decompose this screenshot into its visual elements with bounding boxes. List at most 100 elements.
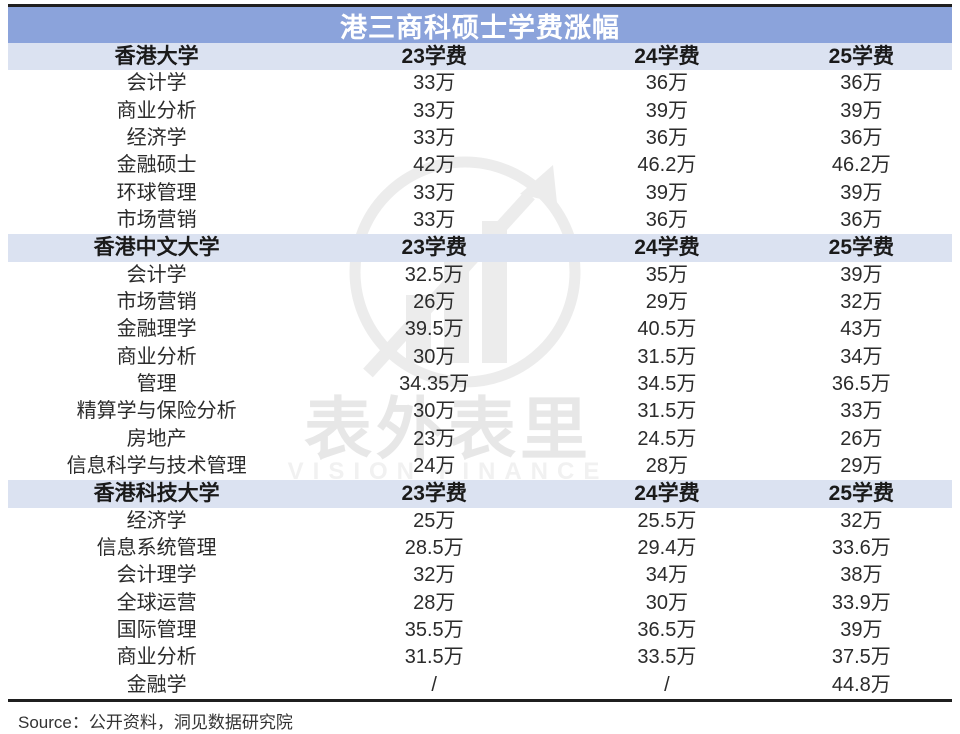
fee-value: 34.35万 xyxy=(399,373,470,396)
fee-column-header: 23学费 xyxy=(401,236,467,260)
fee-value: 32万 xyxy=(840,291,883,314)
program-name: 市场营销 xyxy=(116,209,197,232)
fee-value: 43万 xyxy=(840,318,883,341)
program-name: 商业分析 xyxy=(116,345,197,368)
fee-value: 25万 xyxy=(413,509,456,532)
program-name: 全球运营 xyxy=(116,591,197,614)
program-name: 经济学 xyxy=(126,127,187,150)
fee-value: 36万 xyxy=(840,127,883,150)
growth-arrow-circle-logo-icon xyxy=(349,156,581,388)
fee-column-header: 24学费 xyxy=(634,45,700,69)
fee-value: 30万 xyxy=(413,345,456,368)
program-name: 信息科学与技术管理 xyxy=(66,455,247,478)
program-name: 信息系统管理 xyxy=(96,537,217,560)
fee-value: 46.2万 xyxy=(637,154,697,177)
fee-value: 36万 xyxy=(645,127,689,150)
fee-value: 36万 xyxy=(840,209,883,232)
university-name: 香港科技大学 xyxy=(93,482,220,506)
fee-value: 39万 xyxy=(645,99,689,122)
source-attribution: Source：公开资料，洞见数据研究院 xyxy=(18,713,293,732)
fee-value: 30万 xyxy=(645,591,689,614)
fee-value: 29万 xyxy=(840,455,883,478)
watermark: 表外表里 VISION FINANCE xyxy=(288,156,599,485)
program-name: 会计学 xyxy=(126,72,187,95)
fee-value: 28万 xyxy=(645,455,689,478)
fee-value: 33万 xyxy=(413,99,456,122)
table-row: 商业分析 31.5万 33.5万 37.5万 xyxy=(8,644,952,671)
fee-value: 24.5万 xyxy=(637,427,697,450)
fee-value: 31.5万 xyxy=(637,345,697,368)
table-row: 环球管理 33万 39万 39万 xyxy=(8,180,952,207)
fee-value: 33万 xyxy=(413,181,456,204)
fee-value: 39.5万 xyxy=(404,318,464,341)
program-name: 精算学与保险分析 xyxy=(76,400,237,423)
top-rule xyxy=(8,4,952,7)
fee-column-header: 24学费 xyxy=(634,482,700,506)
fee-value: 32万 xyxy=(840,509,883,532)
fee-value: 39万 xyxy=(840,99,883,122)
fee-value: / xyxy=(664,673,670,696)
table-row: 市场营销 33万 36万 36万 xyxy=(8,207,952,234)
fee-column-header: 23学费 xyxy=(401,482,467,506)
page-title: 港三商科硕士学费涨幅 xyxy=(8,7,952,43)
fee-value: 42万 xyxy=(413,154,456,177)
table-row: 商业分析 33万 39万 39万 xyxy=(8,98,952,125)
fee-table-body: 香港大学 23学费 24学费 25学费 会计学 33万 36万 36万 商业分析 33万 39万 39… xyxy=(8,43,952,699)
fee-value: 34.5万 xyxy=(637,373,697,396)
fee-value: 39万 xyxy=(840,619,883,642)
table-row: 金融理学 39.5万 40.5万 43万 xyxy=(8,316,952,343)
fee-value: 36万 xyxy=(645,209,689,232)
table-area: 表外表里 VISION FINANCE 香港大学 23学费 24学费 25学费 会计学 3… xyxy=(8,43,952,699)
university-name: 香港中文大学 xyxy=(93,236,220,260)
program-name: 管理 xyxy=(136,373,177,396)
table-row: 国际管理 35.5万 36.5万 39万 xyxy=(8,617,952,644)
fee-value: / xyxy=(431,673,437,696)
fee-column-header: 25学费 xyxy=(828,236,895,260)
fee-value: 29.4万 xyxy=(637,537,697,560)
program-name: 经济学 xyxy=(126,509,187,532)
program-name: 商业分析 xyxy=(116,646,197,669)
fee-value: 33万 xyxy=(840,400,883,423)
fee-value: 34万 xyxy=(840,345,883,368)
fee-value: 33.9万 xyxy=(831,591,891,614)
fee-column-header: 25学费 xyxy=(828,45,895,69)
bottom-rule xyxy=(8,699,952,702)
fee-value: 33万 xyxy=(413,127,456,150)
fee-value: 32.5万 xyxy=(404,263,464,286)
fee-value: 30万 xyxy=(413,400,456,423)
fee-value: 36万 xyxy=(645,72,689,95)
fee-value: 24万 xyxy=(413,455,456,478)
table-row: 会计学 33万 36万 36万 xyxy=(8,70,952,97)
table-row: 管理 34.35万 34.5万 36.5万 xyxy=(8,371,952,398)
table-row: 房地产 23万 24.5万 26万 xyxy=(8,426,952,453)
program-name: 商业分析 xyxy=(116,99,197,122)
fee-value: 33.6万 xyxy=(831,537,891,560)
fee-value: 33万 xyxy=(413,72,456,95)
table-row: 信息系统管理 28.5万 29.4万 33.6万 xyxy=(8,535,952,562)
program-name: 金融硕士 xyxy=(116,154,197,177)
fee-column-header: 23学费 xyxy=(401,45,467,69)
fee-value: 46.2万 xyxy=(831,154,891,177)
fee-value: 39万 xyxy=(840,181,883,204)
program-name: 会计学 xyxy=(126,263,187,286)
fee-value: 36.5万 xyxy=(831,373,891,396)
section-header-row: 香港科技大学 23学费 24学费 25学费 xyxy=(8,480,952,508)
fee-value: 40.5万 xyxy=(637,318,697,341)
university-name: 香港大学 xyxy=(114,45,199,69)
table-row: 经济学 33万 36万 36万 xyxy=(8,125,952,152)
fee-value: 28.5万 xyxy=(404,537,464,560)
watermark-text-cn: 表外表里 xyxy=(304,392,592,468)
table-row: 精算学与保险分析 30万 31.5万 33万 xyxy=(8,398,952,425)
fee-column-header: 25学费 xyxy=(828,482,895,506)
fee-value: 23万 xyxy=(413,427,456,450)
table-row: 会计学 32.5万 35万 39万 xyxy=(8,262,952,289)
fee-value: 29万 xyxy=(645,291,689,314)
fee-value: 37.5万 xyxy=(831,646,891,669)
section-header-row: 香港大学 23学费 24学费 25学费 xyxy=(8,43,952,71)
table-row: 金融硕士 42万 46.2万 46.2万 xyxy=(8,152,952,179)
fee-value: 36万 xyxy=(840,72,883,95)
fee-value: 33.5万 xyxy=(637,646,697,669)
fee-value: 25.5万 xyxy=(637,509,697,532)
fee-value: 35万 xyxy=(645,263,689,286)
fee-value: 33万 xyxy=(413,209,456,232)
